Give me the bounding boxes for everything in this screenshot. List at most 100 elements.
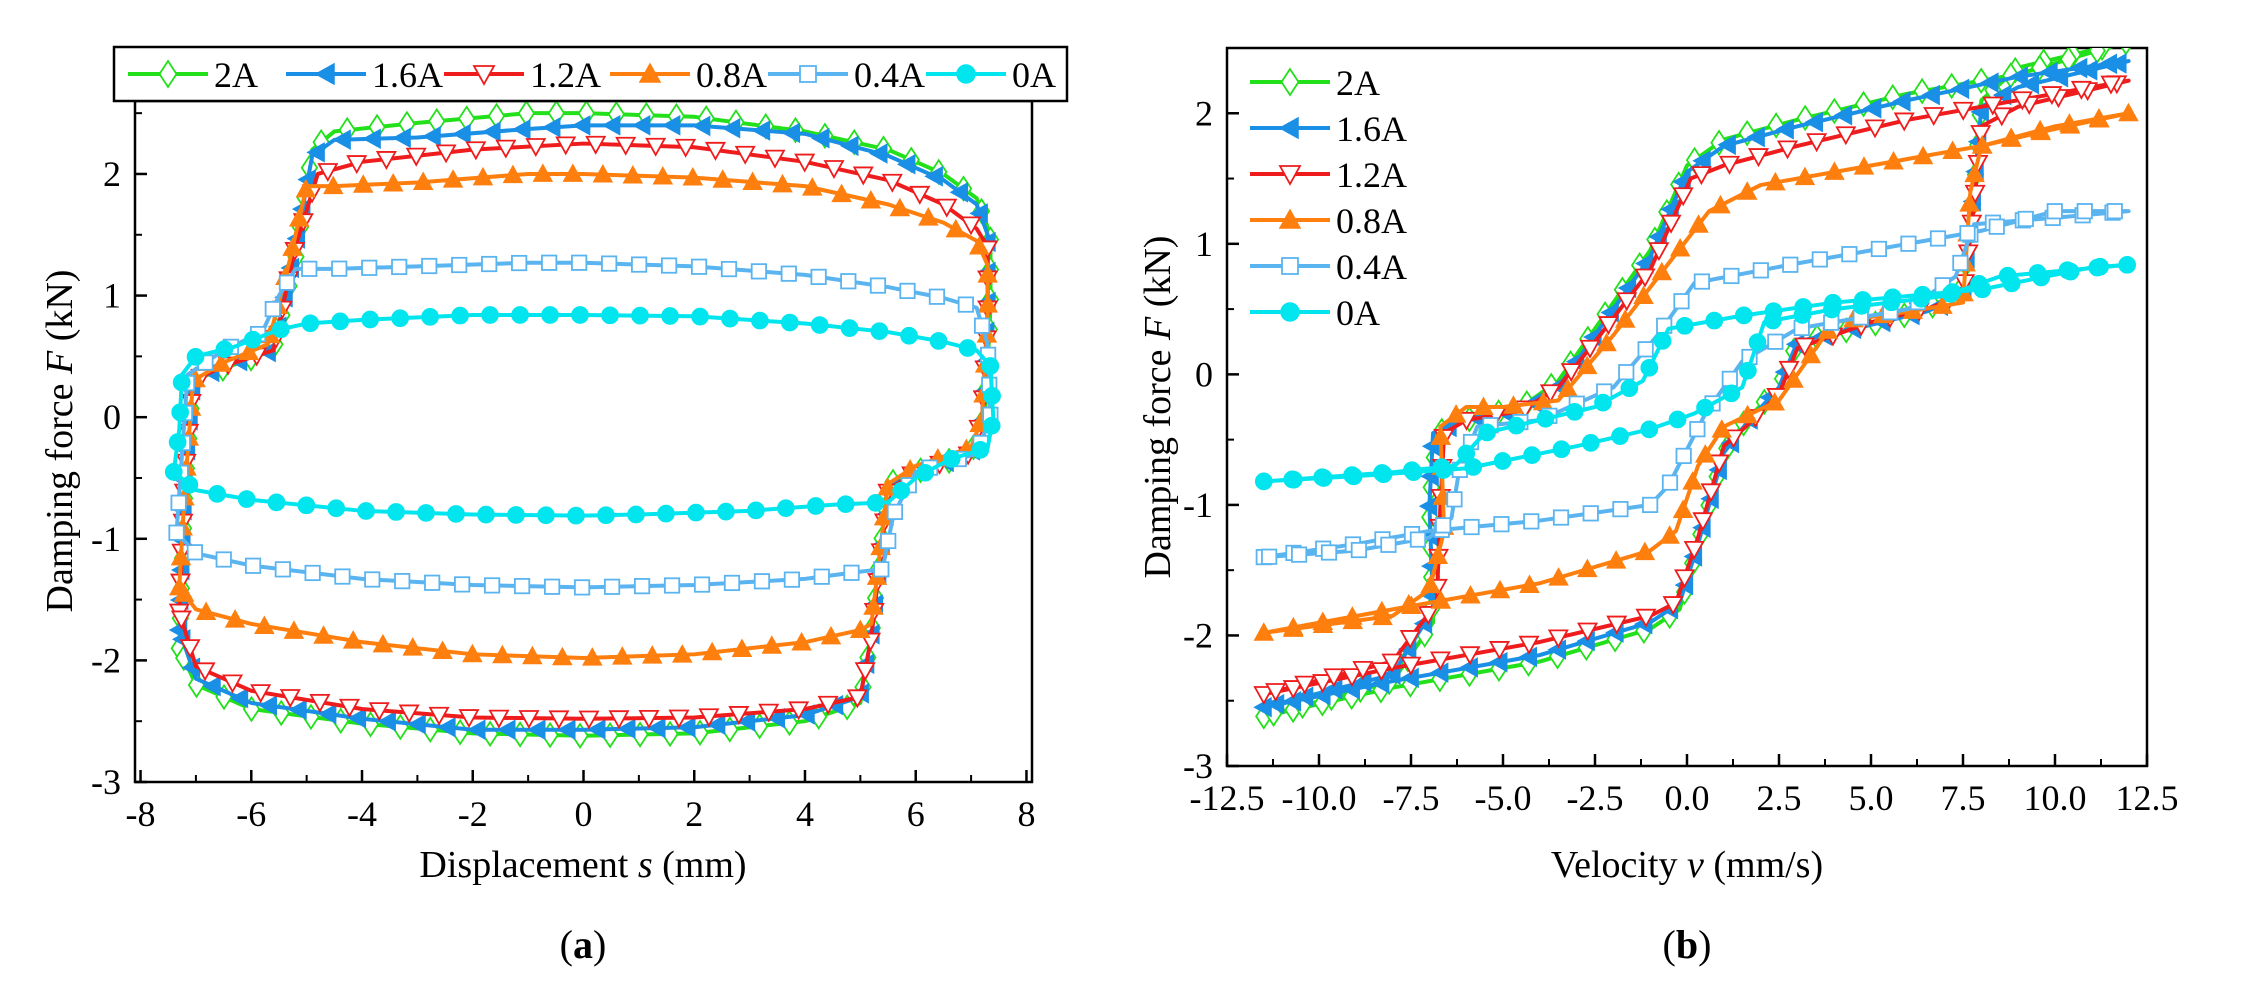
legend-marker [1280,302,1300,322]
data-point [1705,311,1724,330]
data-point [375,151,397,170]
data-point [437,716,456,738]
data-point [168,433,187,452]
data-point [1519,574,1540,594]
x-tick-label: 10.0 [2024,778,2087,818]
data-point [352,174,374,193]
data-point [237,490,256,508]
data-point [571,306,589,324]
x-tick-label: -8 [126,794,156,834]
data-point [1973,280,1992,299]
data-point [244,557,262,574]
data-point [1674,569,1696,589]
data-point [1824,293,1842,312]
data-point [562,163,584,182]
legend-item-1.2A: 1.2A [444,55,601,95]
data-point [836,495,855,514]
data-point [2039,61,2058,83]
data-point [802,177,823,196]
data-point [633,578,651,595]
data-point [772,173,793,193]
legend-item-1.6A: 1.6A [286,55,443,95]
data-point [347,707,367,729]
data-point [1577,622,1599,642]
data-point [1552,509,1570,526]
legend-marker [1280,67,1300,97]
data-point [701,641,723,661]
data-point [2041,86,2063,106]
legend-marker [956,64,976,84]
x-tick-label: 4 [796,794,814,834]
data-point [258,695,277,716]
data-point [297,496,316,515]
data-point [1457,444,1476,463]
data-point [1265,683,1287,703]
data-point [1921,84,1940,106]
data-point [1605,550,1627,569]
data-point [481,306,499,324]
data-point [924,166,943,187]
data-point [317,703,337,725]
data-point [642,645,663,664]
data-point [518,710,540,730]
data-point [513,577,531,595]
data-point [1430,590,1452,609]
data-point [306,142,325,163]
data-point [571,115,591,136]
legend-label: 1.6A [372,55,443,95]
data-point [407,714,426,735]
legend: 2A 1.6A 1.2A 0.8A 0.4A 0A [112,45,1069,103]
data-point [1290,546,1308,563]
data-point [2061,262,2080,281]
legend-marker [1281,257,1299,275]
x-tick-label: 6 [907,794,925,834]
data-point [1579,339,1601,359]
data-point [1612,501,1629,518]
data-point [1350,541,1367,559]
data-point [918,207,939,226]
data-point [1536,409,1555,428]
data-point [1418,495,1438,517]
data-point [1943,283,1962,301]
data-point [1952,101,1974,121]
data-point [1473,396,1494,415]
data-point [1446,491,1463,508]
data-point [1959,193,1980,212]
data-point [1988,218,2005,235]
data-point [1582,505,1599,522]
data-point [2098,53,2118,75]
data-point [781,122,801,144]
data-point [1711,419,1733,438]
series-group [164,101,1001,750]
data-point [1708,454,1730,474]
data-point [2078,60,2098,81]
data-point [1399,630,1421,649]
data-point [477,505,495,524]
legend: 2A 1.6A 1.2A 0.8A 0.4A 0A [1250,63,1407,333]
y-tick-label: -1 [1183,485,1213,525]
data-point [981,357,1000,375]
data-point [877,477,898,496]
data-point [734,145,756,165]
x-tick-label: 5.0 [1849,778,1894,818]
data-point [663,577,681,594]
data-point [1459,646,1481,666]
data-point [1833,104,1853,126]
data-point [1539,384,1561,404]
data-point [1620,379,1639,398]
data-point [2076,203,2093,220]
data-point [776,499,795,518]
data-point [1662,596,1684,616]
data-point [631,115,651,136]
data-point [971,441,990,459]
legend-item-0A: 0A [926,55,1056,95]
data-point [1971,135,1993,154]
data-point [1672,499,1694,519]
data-point [578,710,600,730]
data-point [863,596,884,615]
data-point [627,505,645,524]
data-point [880,532,897,550]
legend-marker [799,65,817,83]
data-point [1669,237,1691,257]
data-point [1420,574,1441,594]
